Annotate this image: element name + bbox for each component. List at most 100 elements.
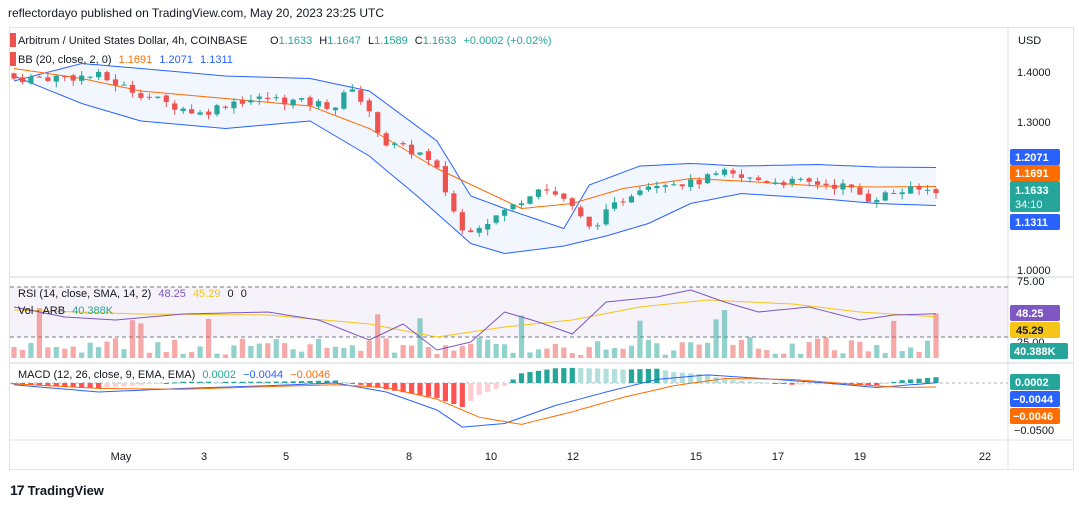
macd-histogram-bar — [806, 383, 812, 385]
candle-body — [502, 209, 508, 216]
candle-body — [510, 204, 516, 210]
volume-bar — [561, 347, 567, 358]
volume-bar — [924, 340, 931, 358]
candle-body — [214, 105, 220, 115]
macd-histogram-bar — [155, 383, 161, 384]
candle-body — [831, 184, 838, 189]
macd-histogram-bar — [679, 372, 685, 383]
rsi-legend-text: RSI (14, close, SMA, 14, 2) 48.25 45.29 … — [18, 288, 247, 300]
volume-histogram — [11, 308, 939, 358]
candle-body — [298, 98, 305, 100]
macd-histogram-bar — [696, 373, 702, 383]
volume-bar — [823, 337, 829, 358]
time-tick: 8 — [406, 451, 412, 463]
macd-histogram-bar — [434, 383, 440, 399]
volume-bar — [552, 343, 558, 358]
candle-body — [552, 191, 558, 195]
volume-bar — [620, 348, 626, 358]
rsi-pane[interactable] — [10, 286, 1008, 358]
tradingview-footer[interactable]: 17 TradingView — [10, 482, 104, 498]
time-axis[interactable]: May 3 5 8 10 12 15 17 19 22 — [111, 451, 992, 463]
macd-histogram-bar — [527, 372, 533, 383]
volume-bar — [417, 318, 423, 358]
candle-body — [747, 177, 753, 179]
candle-body — [730, 170, 736, 174]
candle-body — [53, 75, 59, 82]
macd-histogram-bar — [569, 367, 575, 383]
macd-histogram-bar — [349, 383, 355, 384]
candle-body — [45, 77, 51, 81]
macd-histogram-bar — [476, 383, 482, 395]
volume-bar — [679, 342, 685, 358]
macd-histogram-bar — [425, 383, 432, 397]
macd-histogram-bar — [688, 373, 694, 383]
candle-body — [239, 100, 245, 104]
rsi-band-fill — [10, 287, 1008, 337]
macd-pane[interactable] — [10, 367, 1008, 428]
volume-bar — [544, 348, 550, 358]
volume-bar — [840, 353, 846, 358]
volume-bar — [442, 345, 448, 358]
volume-bar — [468, 343, 474, 358]
volume-bar — [603, 349, 609, 358]
rsi-sma-badge-text: 45.29 — [1016, 325, 1044, 337]
macd-histogram-bar — [197, 381, 203, 383]
candle-body — [366, 100, 372, 112]
volume-bar — [70, 346, 76, 358]
macd-histogram-bar — [53, 383, 59, 387]
time-tick: 15 — [690, 451, 702, 463]
candle-body — [806, 178, 812, 182]
volume-bar — [806, 342, 812, 358]
volume-bar — [908, 347, 914, 358]
volume-bar — [112, 338, 119, 358]
price-pane[interactable] — [11, 62, 939, 255]
macd-histogram-bar — [620, 369, 626, 383]
macd-histogram-bar — [383, 383, 389, 390]
candle-body — [772, 182, 778, 184]
candle-body — [518, 203, 525, 206]
macd-histogram-bar — [781, 383, 787, 384]
macd-histogram-bar — [307, 380, 313, 383]
volume-bar — [933, 313, 939, 358]
bb-basis-badge — [1010, 165, 1060, 181]
candle-body — [535, 189, 542, 197]
volume-bar — [290, 349, 296, 358]
candle-body — [87, 76, 93, 78]
macd-histogram-bar — [341, 381, 347, 383]
candle-body — [425, 151, 432, 160]
macd-histogram-bar — [721, 379, 728, 383]
candle-body — [451, 193, 457, 212]
macd-histogram-bar — [248, 381, 254, 383]
candle-body — [493, 215, 499, 223]
volume-bar — [578, 354, 584, 358]
candle-body — [823, 183, 829, 186]
candle-body — [671, 184, 677, 186]
candle-body — [417, 152, 423, 155]
candle-body — [180, 108, 186, 112]
macd-histogram-bar — [924, 377, 931, 383]
candle-body — [476, 228, 482, 233]
candle-body — [662, 185, 668, 187]
macd-histogram-bar — [789, 383, 795, 385]
volume-bar — [214, 353, 220, 358]
candle-body — [713, 173, 719, 175]
macd-histogram-bar — [366, 383, 372, 387]
candle-body — [595, 225, 601, 227]
volume-bar — [324, 347, 330, 358]
rsi-sma-line — [13, 299, 937, 338]
candle-body — [146, 96, 152, 98]
bollinger-lower-line — [13, 75, 937, 255]
rsi-sma-badge — [1010, 322, 1060, 338]
volume-bar — [19, 349, 26, 358]
volume-bar — [95, 347, 102, 358]
volume-bar — [662, 354, 668, 358]
volume-bar — [459, 346, 465, 358]
publish-header: reflectordayo published on TradingView.c… — [8, 6, 384, 20]
volume-bar — [721, 310, 728, 358]
macd-histogram-bar — [908, 379, 914, 383]
candle-body — [755, 177, 761, 181]
bollinger-band-fill — [14, 63, 936, 254]
macd-histogram-bar — [256, 381, 262, 383]
macd-legend: MACD (12, 26, close, 9, EMA, EMA) 0.0002… — [18, 369, 330, 381]
